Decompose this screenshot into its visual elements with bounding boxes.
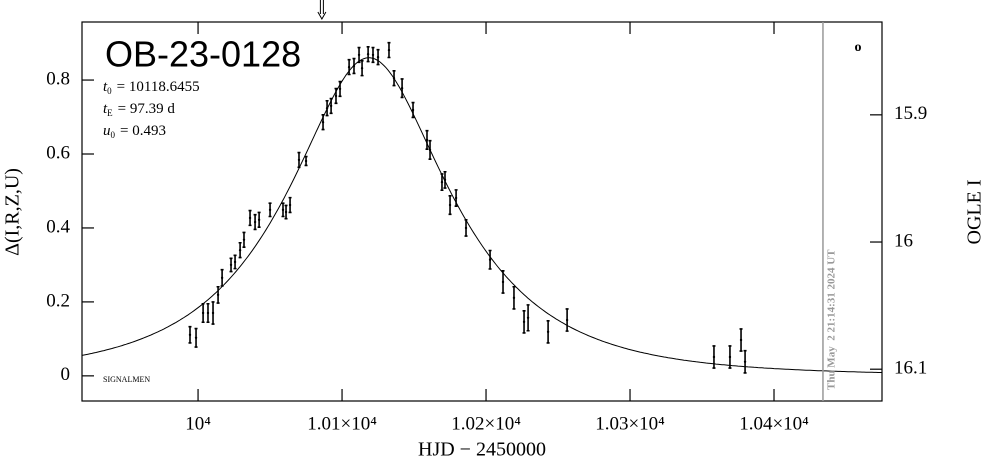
data-point [546, 330, 550, 334]
data-point [565, 318, 569, 322]
data-point [366, 52, 370, 56]
data-point [712, 355, 716, 359]
data-point [411, 108, 415, 112]
data-point [216, 293, 220, 297]
y-tick-label: 0.8 [46, 68, 70, 89]
y2-tick-label: 16.1 [894, 358, 927, 379]
data-point [233, 260, 237, 264]
data-point [242, 238, 246, 241]
data-point [206, 311, 210, 315]
parameter-symbol: t [103, 79, 108, 95]
data-point [194, 336, 198, 339]
parameter-subscript: E [107, 108, 113, 118]
data-point [392, 77, 396, 80]
data-point [400, 86, 404, 90]
data-point [347, 65, 351, 69]
data-point [739, 338, 743, 342]
data-point [443, 178, 447, 182]
x-tick-label: 10⁴ [185, 413, 211, 434]
data-point [357, 53, 361, 57]
y2-tick-label: 15.9 [894, 103, 927, 124]
parameter-value: = 0.493 [120, 123, 166, 139]
data-point [425, 138, 429, 142]
data-point [512, 296, 516, 300]
y-tick-label: 0.6 [46, 142, 70, 163]
data-point [743, 360, 747, 364]
data-point [304, 159, 308, 163]
data-point [253, 220, 257, 224]
plot-frame [81, 21, 883, 402]
parameter-subscript: 0 [107, 86, 112, 96]
parameter-subscript: 0 [111, 130, 116, 140]
parameter-value: = 10118.6455 [117, 79, 200, 95]
data-point [352, 64, 356, 68]
data-point [334, 94, 338, 98]
annotation: SIGNALMEN [103, 375, 150, 384]
data-point [201, 311, 205, 315]
data-point [501, 280, 505, 284]
model-curve [81, 57, 882, 373]
data-point [321, 121, 325, 124]
data-point [526, 316, 530, 320]
parameter-value: = 97.39 d [118, 101, 176, 117]
data-point [211, 311, 215, 315]
data-point [464, 226, 468, 230]
y2-tick-label: 16 [894, 230, 913, 251]
data-point [220, 276, 224, 280]
data-point [448, 203, 452, 207]
data-point [454, 196, 458, 200]
parameter-symbol: t [103, 101, 108, 117]
data-point [329, 104, 333, 108]
data-point [522, 320, 526, 324]
x-tick-label: 1.03×10⁴ [595, 413, 665, 434]
model-parameter: u0 = 0.493 [103, 123, 166, 140]
data-point [257, 218, 261, 222]
data-point [360, 67, 364, 70]
y2-axis-label: OGLE I [964, 180, 986, 245]
model-parameter: tE = 97.39 d [103, 101, 175, 118]
y-axis-label: Δ(I,R,Z,U) [2, 168, 24, 256]
data-point [376, 55, 380, 59]
data-point [288, 203, 292, 207]
data-point [238, 248, 242, 252]
data-point [428, 148, 432, 152]
data-point [188, 333, 192, 337]
x-tick-label: 1.02×10⁴ [451, 413, 521, 434]
timestamp-label: Thu May 2 21:14:31 2024 UT [825, 249, 837, 390]
data-point [268, 208, 272, 212]
data-point [297, 158, 301, 162]
data-point [488, 258, 492, 261]
data-point [440, 180, 444, 184]
data-point [281, 208, 285, 212]
y-tick-label: 0.4 [46, 216, 70, 237]
symbol-marker: o [855, 40, 862, 55]
data-point [284, 210, 288, 214]
data-point [338, 87, 342, 91]
x-tick-label: 1.04×10⁴ [739, 413, 809, 434]
data-point [248, 216, 252, 220]
data-point [387, 48, 391, 52]
data-point [325, 106, 329, 110]
data-point [371, 53, 375, 57]
parameter-symbol: u [103, 123, 111, 139]
y-tick-label: 0.2 [46, 290, 70, 311]
y-tick-label: 0 [61, 364, 71, 385]
chart-title: OB-23-0128 [105, 34, 301, 75]
x-axis-label: HJD − 2450000 [418, 439, 546, 459]
alert-arrow [317, 0, 327, 21]
data-point [728, 355, 732, 359]
model-parameter: t0 = 10118.6455 [103, 79, 200, 96]
x-tick-label: 1.01×10⁴ [307, 413, 377, 434]
data-point [229, 263, 233, 267]
arrow-head [317, 11, 327, 21]
